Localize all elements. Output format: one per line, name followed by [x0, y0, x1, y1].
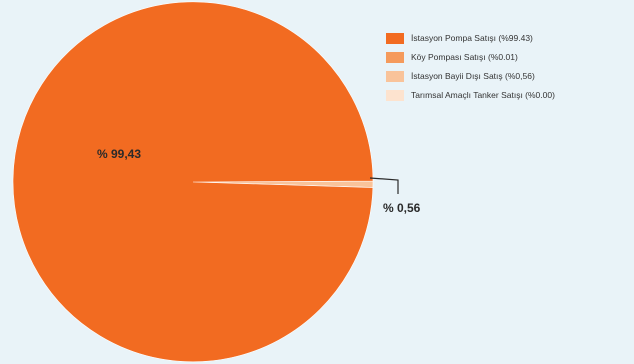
legend-item: İstasyon Pompa Satışı (%99.43) — [386, 30, 555, 46]
legend-item: Köy Pompası Satışı (%0.01) — [386, 49, 555, 65]
legend-swatch — [386, 70, 404, 82]
leader-line — [369, 177, 399, 194]
legend-label: İstasyon Bayii Dışı Satış (%0,56) — [411, 71, 535, 81]
legend-label: İstasyon Pompa Satışı (%99.43) — [411, 33, 533, 43]
slice-label-small: % 0,56 — [383, 201, 421, 215]
pie-slices — [12, 1, 374, 363]
legend: İstasyon Pompa Satışı (%99.43) Köy Pompa… — [386, 30, 555, 106]
pie-slice — [12, 1, 374, 363]
legend-swatch — [386, 32, 404, 44]
legend-label: Köy Pompası Satışı (%0.01) — [411, 52, 518, 62]
legend-item: İstasyon Bayii Dışı Satış (%0,56) — [386, 68, 555, 84]
legend-item: Tarımsal Amaçlı Tanker Satışı (%0.00) — [386, 87, 555, 103]
legend-label: Tarımsal Amaçlı Tanker Satışı (%0.00) — [411, 90, 555, 100]
slice-label-main: % 99,43 — [97, 147, 141, 161]
legend-swatch — [386, 51, 404, 63]
legend-swatch — [386, 89, 404, 101]
